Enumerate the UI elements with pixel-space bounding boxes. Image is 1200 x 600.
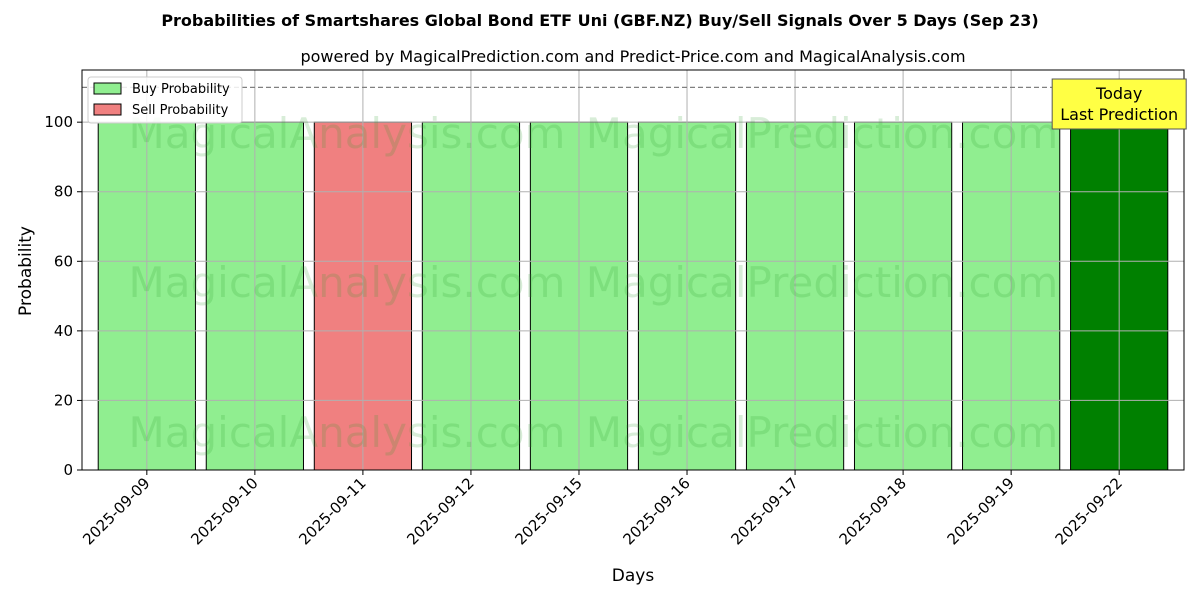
chart-subtitle: powered by MagicalPrediction.com and Pre…	[300, 47, 965, 66]
plot-frame	[81, 69, 1185, 471]
x-tick-label: 2025-09-11	[295, 474, 369, 548]
x-tick-label: 2025-09-17	[728, 474, 802, 548]
watermark-text: MagicalPrediction.com	[586, 408, 1059, 457]
y-tick-label: 40	[54, 322, 73, 340]
x-tick-label: 2025-09-15	[511, 474, 585, 548]
legend-label: Buy Probability	[132, 82, 230, 97]
x-tick-label: 2025-09-09	[79, 474, 153, 548]
x-tick-label: 2025-09-22	[1052, 474, 1126, 548]
x-tick-label: 2025-09-18	[836, 474, 910, 548]
legend-swatch	[93, 103, 122, 116]
legend-box	[87, 76, 243, 124]
today-annotation-line2: Last Prediction	[1060, 105, 1178, 124]
watermark-text: MagicalPrediction.com	[586, 258, 1059, 307]
legend-label: Sell Probability	[132, 103, 229, 118]
y-tick-label: 80	[54, 183, 73, 201]
y-tick-label: 0	[63, 461, 73, 479]
today-annotation-box	[1051, 78, 1187, 130]
watermark-text: MagicalAnalysis.com	[129, 408, 566, 457]
y-tick-label: 20	[54, 391, 73, 409]
y-axis-label: Probability	[16, 226, 36, 316]
plot-area: MagicalAnalysis.com MagicalPrediction.com…	[44, 69, 1187, 548]
today-annotation-line1: Today	[1095, 84, 1142, 103]
x-axis-label: Days	[612, 566, 655, 586]
x-tick-label: 2025-09-10	[187, 474, 261, 548]
x-tick-label: 2025-09-12	[403, 474, 477, 548]
x-tick-label: 2025-09-19	[944, 474, 1018, 548]
x-tick-label: 2025-09-16	[619, 474, 693, 548]
y-tick-label: 100	[44, 113, 73, 131]
chart-title: Probabilities of Smartshares Global Bond…	[161, 11, 1038, 30]
legend-swatch	[93, 82, 122, 95]
y-tick-label: 60	[54, 252, 73, 270]
watermark-text: MagicalPrediction.com	[586, 109, 1059, 158]
watermark-text: MagicalAnalysis.com	[129, 258, 566, 307]
